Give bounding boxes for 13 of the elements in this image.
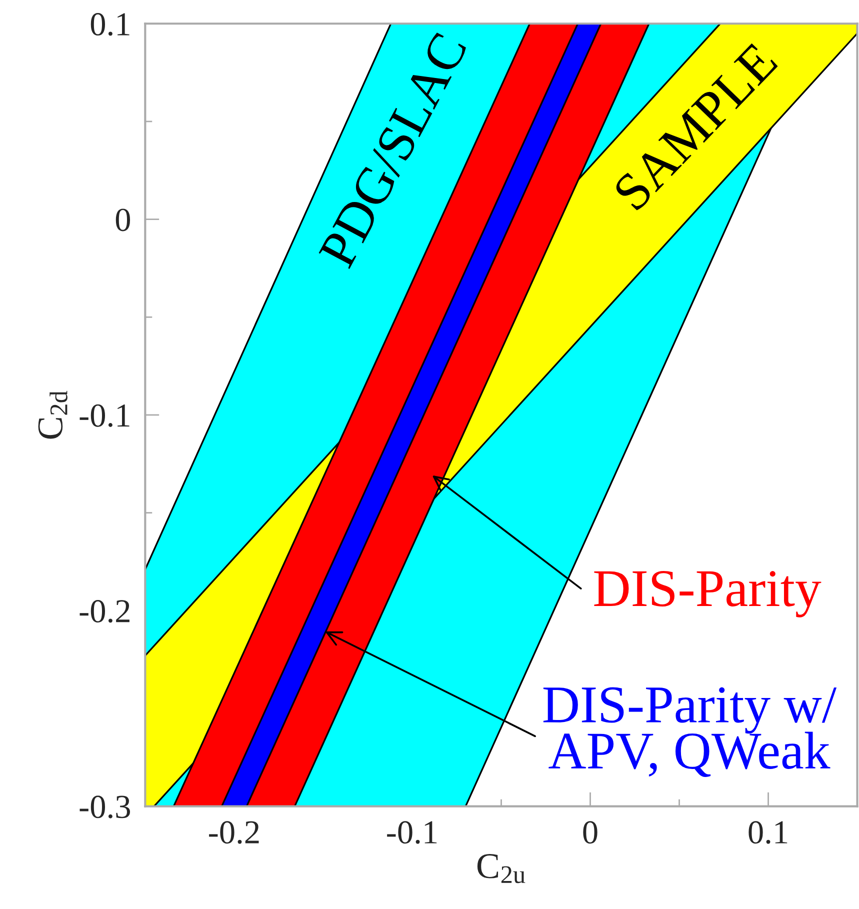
x-tick-label: 0.1 bbox=[748, 821, 788, 844]
text: DIS-Parity w/ APV, QWeak bbox=[543, 687, 837, 777]
text: DIS-Parity bbox=[594, 570, 822, 618]
y-tick-label: -0.2 bbox=[80, 600, 130, 623]
y-tick-label: 0 bbox=[116, 208, 130, 232]
x-axis-title: C$_{2u}$ bbox=[477, 854, 526, 884]
x-tick-label: -0.2 bbox=[209, 821, 259, 844]
y-tick-label: 0.1 bbox=[90, 13, 130, 36]
y-axis-title: C$_{2d}$ bbox=[38, 390, 68, 439]
x-tick-label: 0 bbox=[583, 821, 598, 844]
x-tick-label: -0.1 bbox=[387, 821, 437, 844]
y-tick-label: -0.3 bbox=[80, 796, 130, 818]
y-tick-label: -0.1 bbox=[80, 404, 130, 427]
